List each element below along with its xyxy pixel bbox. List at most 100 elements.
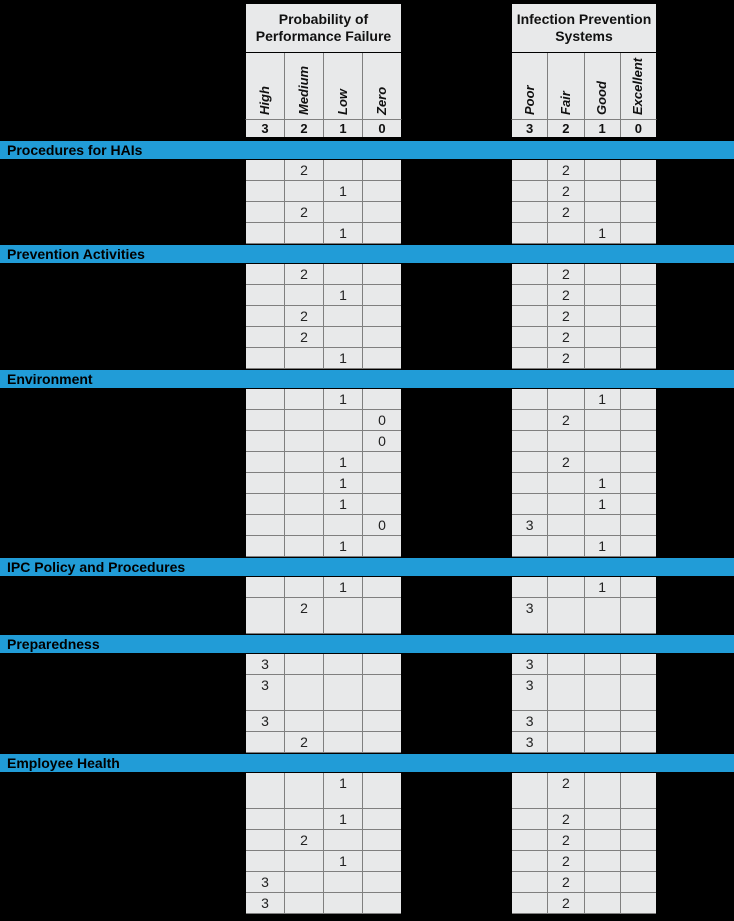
cell-ips-excellent [620,410,656,431]
cell-ppf-high [246,410,285,431]
cell-ppf-high [246,494,285,515]
cell-ppf-zero [363,264,401,285]
section-title: Preparedness [7,636,100,652]
cell-ips-fair: 2 [548,181,585,202]
cell-ips-poor: 3 [512,654,549,675]
row-cells-performance-failure: 3 [245,654,402,675]
row-gap [402,536,511,557]
cell-ips-excellent [620,773,656,809]
cell-ppf-low [324,264,363,285]
cell-ppf-low: 1 [324,473,363,494]
cell-ppf-medium [285,181,324,202]
cell-ips-fair [548,654,585,675]
cell-ppf-low [324,654,363,675]
row-gap [402,327,511,348]
row-cells-infection-prevention: 2 [511,410,657,431]
cell-ips-poor: 3 [512,675,549,711]
column-score-medium: 2 [285,120,324,137]
cell-ips-good [584,264,621,285]
cell-ppf-medium [285,410,324,431]
cell-ppf-medium [285,654,324,675]
cell-ips-excellent [620,223,656,244]
cell-ppf-low: 1 [324,389,363,410]
cell-ips-good [584,809,621,830]
cell-ips-excellent [620,389,656,410]
row-gap [402,809,511,830]
column-score-poor: 3 [512,120,549,137]
cell-ppf-zero [363,348,401,369]
cell-ips-fair: 2 [548,202,585,223]
cell-ips-poor [512,577,549,598]
header-gap [402,3,511,138]
cell-ppf-high [246,431,285,452]
row-gap [402,410,511,431]
row-right-spacer [657,410,734,431]
row-cells-infection-prevention: 2 [511,264,657,285]
cell-ips-good [584,773,621,809]
cell-ips-fair: 2 [548,306,585,327]
row-label-area [0,202,245,223]
section-title: Employee Health [7,755,120,771]
column-label-high: High [257,86,272,115]
section-bar-ipc-policy-and-procedures: IPC Policy and Procedures [0,557,734,577]
cell-ppf-medium [285,452,324,473]
cell-ppf-zero [363,851,401,872]
row-right-spacer [657,654,734,675]
cell-ppf-zero [363,389,401,410]
row-cells-infection-prevention: 3 [511,675,657,711]
row-cells-infection-prevention: 2 [511,348,657,369]
cell-ips-fair: 2 [548,285,585,306]
row-cells-performance-failure: 1 [245,473,402,494]
cell-ips-excellent [620,202,656,223]
cell-ips-good [584,654,621,675]
row-cells-infection-prevention: 3 [511,654,657,675]
cell-ips-fair [548,431,585,452]
row-right-spacer [657,431,734,452]
row-gap [402,893,511,914]
row-cells-performance-failure: 2 [245,830,402,851]
cell-ppf-high [246,202,285,223]
row-right-spacer [657,711,734,732]
row-cells-infection-prevention: 1 [511,389,657,410]
cell-ips-fair: 2 [548,452,585,473]
row-right-spacer [657,494,734,515]
row-cells-performance-failure: 1 [245,181,402,202]
cell-ips-fair [548,675,585,711]
cell-ips-excellent [620,306,656,327]
cell-ips-good [584,181,621,202]
row-gap [402,389,511,410]
cell-ppf-high [246,264,285,285]
cell-ppf-medium [285,473,324,494]
cell-ips-fair [548,389,585,410]
cell-ips-poor: 3 [512,598,549,634]
cell-ips-good [584,830,621,851]
cell-ppf-high [246,452,285,473]
cell-ppf-medium: 2 [285,160,324,181]
cell-ppf-low [324,872,363,893]
row-label-column-spacer [0,3,245,138]
row-right-spacer [657,181,734,202]
row-cells-performance-failure: 0 [245,431,402,452]
section-title: Prevention Activities [7,246,145,262]
cell-ppf-high: 3 [246,675,285,711]
cell-ppf-high [246,160,285,181]
row-gap [402,285,511,306]
row-cells-performance-failure: 2 [245,598,402,634]
cell-ips-fair [548,711,585,732]
cell-ppf-medium: 2 [285,306,324,327]
row-cells-performance-failure: 1 [245,809,402,830]
row-cells-performance-failure: 3 [245,872,402,893]
cell-ips-fair: 2 [548,809,585,830]
row-cells-infection-prevention: 1 [511,473,657,494]
cell-ppf-low [324,675,363,711]
cell-ppf-zero [363,306,401,327]
row-cells-performance-failure: 1 [245,452,402,473]
row-cells-performance-failure: 1 [245,285,402,306]
section-title: Procedures for HAIs [7,142,143,158]
cell-ppf-medium [285,389,324,410]
row-right-spacer [657,536,734,557]
cell-ips-poor [512,327,549,348]
cell-ppf-low [324,431,363,452]
